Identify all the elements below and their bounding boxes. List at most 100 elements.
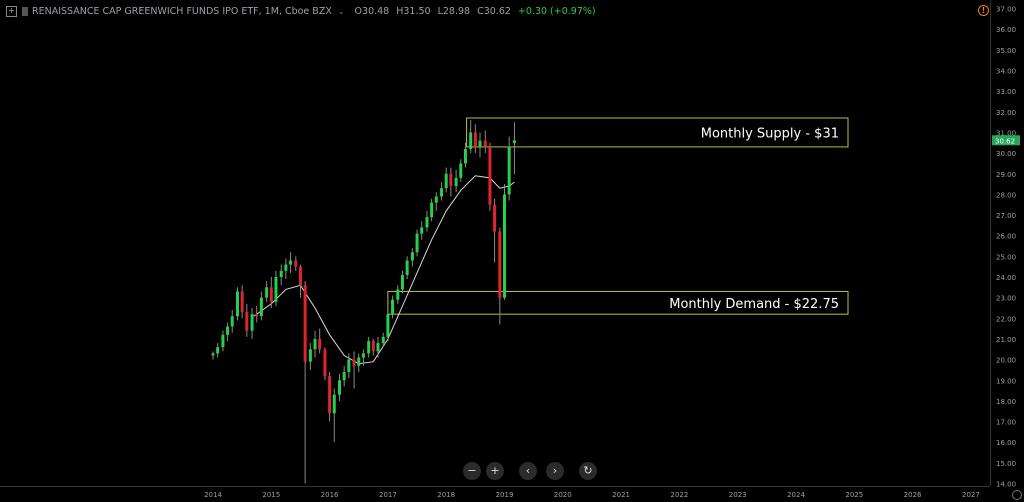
chart-header: + RENAISSANCE CAP GREENWICH FUNDS IPO ET… bbox=[6, 3, 596, 19]
candle-body bbox=[230, 316, 234, 327]
y-tick-label: 18.00 bbox=[996, 398, 1016, 406]
low-value: L28.98 bbox=[437, 5, 471, 17]
open-value: O30.48 bbox=[354, 5, 390, 17]
y-tick-label: 31.00 bbox=[996, 129, 1016, 137]
y-tick-label: 19.00 bbox=[996, 377, 1016, 385]
zoom-out-button[interactable]: − bbox=[463, 462, 481, 480]
candle-body bbox=[274, 277, 278, 302]
candle-body bbox=[361, 353, 365, 358]
x-tick-label: 2027 bbox=[962, 491, 980, 499]
expand-icon[interactable]: + bbox=[6, 5, 17, 17]
candle-body bbox=[463, 148, 467, 164]
candle-body bbox=[284, 264, 288, 271]
candle-body bbox=[328, 376, 332, 414]
y-tick-label: 22.00 bbox=[996, 315, 1016, 323]
candle-body bbox=[488, 146, 492, 205]
chevron-down-icon[interactable]: ⌄ bbox=[337, 6, 345, 16]
candle-body bbox=[323, 349, 327, 377]
x-tick-label: 2017 bbox=[379, 491, 397, 499]
y-tick-label: 20.00 bbox=[996, 357, 1016, 365]
candle-body bbox=[250, 314, 254, 331]
candle-body bbox=[381, 336, 385, 344]
scroll-left-button[interactable]: ‹ bbox=[519, 462, 537, 480]
y-tick-label: 14.00 bbox=[996, 481, 1016, 489]
y-tick-label: 29.00 bbox=[996, 171, 1016, 179]
x-tick-label: 2018 bbox=[437, 491, 455, 499]
candle-body bbox=[298, 266, 302, 286]
y-tick-label: 15.00 bbox=[996, 460, 1016, 468]
candle-body bbox=[420, 227, 424, 234]
y-tick-label: 36.00 bbox=[996, 26, 1016, 34]
x-tick-label: 2021 bbox=[612, 491, 630, 499]
x-tick-label: 2025 bbox=[845, 491, 863, 499]
candle-body bbox=[493, 204, 497, 232]
zoom-in-button[interactable]: + bbox=[486, 462, 504, 480]
candle-body bbox=[503, 194, 506, 298]
candle-body bbox=[342, 371, 346, 381]
candle-body bbox=[507, 146, 511, 195]
y-tick-label: 33.00 bbox=[996, 88, 1016, 96]
candle-body bbox=[279, 270, 283, 277]
candle-body bbox=[449, 173, 453, 187]
x-tick-label: 2016 bbox=[321, 491, 339, 499]
candle-body bbox=[459, 163, 463, 178]
reset-chart-button[interactable]: ↻ bbox=[579, 462, 597, 480]
y-tick-label: 17.00 bbox=[996, 419, 1016, 427]
candle-body bbox=[473, 132, 477, 147]
candle-body bbox=[396, 289, 400, 300]
supply-zone-label: Monthly Supply - $31 bbox=[701, 126, 839, 141]
candle-body bbox=[352, 359, 356, 366]
y-tick-label: 23.00 bbox=[996, 295, 1016, 303]
alert-icon[interactable]: ! bbox=[978, 5, 989, 16]
candle-body bbox=[430, 202, 434, 218]
y-tick-label: 28.00 bbox=[996, 191, 1016, 199]
candle-body bbox=[269, 287, 273, 302]
moving-average-line bbox=[253, 175, 515, 365]
candle-body bbox=[498, 231, 502, 298]
candle-body bbox=[512, 140, 516, 144]
demand-zone-label: Monthly Demand - $22.75 bbox=[669, 297, 839, 312]
candle-body bbox=[265, 287, 269, 298]
candle-body bbox=[308, 349, 312, 362]
candle-body bbox=[478, 140, 482, 147]
candle-body bbox=[469, 132, 473, 149]
x-tick-label: 2026 bbox=[904, 491, 922, 499]
candle-body bbox=[226, 326, 230, 335]
candle-body bbox=[294, 260, 298, 267]
y-tick-label: 25.00 bbox=[996, 253, 1016, 261]
candle-body bbox=[483, 140, 487, 147]
y-tick-label: 21.00 bbox=[996, 336, 1016, 344]
y-tick-label: 24.00 bbox=[996, 274, 1016, 282]
candle-body bbox=[434, 196, 438, 203]
y-tick-label: 34.00 bbox=[996, 68, 1016, 76]
y-tick-label: 16.00 bbox=[996, 439, 1016, 447]
x-tick-label: 2020 bbox=[554, 491, 572, 499]
scroll-right-button[interactable]: › bbox=[546, 462, 564, 480]
y-tick-label: 27.00 bbox=[996, 212, 1016, 220]
symbol-logo-icon bbox=[22, 6, 28, 16]
y-tick-label: 32.00 bbox=[996, 109, 1016, 117]
last-price-tag bbox=[992, 135, 1020, 146]
candle-body bbox=[400, 274, 404, 290]
candle-body bbox=[371, 341, 375, 352]
y-tick-label: 30.00 bbox=[996, 150, 1016, 158]
candle-body bbox=[410, 252, 414, 261]
candle-body bbox=[386, 314, 390, 337]
candle-body bbox=[347, 359, 351, 372]
settings-gear-icon[interactable] bbox=[1012, 490, 1022, 500]
candle-body bbox=[235, 291, 239, 317]
candle-body bbox=[425, 217, 429, 228]
y-tick-label: 26.00 bbox=[996, 233, 1016, 241]
candle-body bbox=[221, 334, 225, 348]
symbol-title[interactable]: RENAISSANCE CAP GREENWICH FUNDS IPO ETF,… bbox=[32, 5, 332, 17]
candle-body bbox=[405, 260, 409, 275]
y-tick-label: 37.00 bbox=[996, 6, 1016, 14]
last-price-label: 30.62 bbox=[995, 137, 1015, 145]
candle-body bbox=[367, 341, 371, 354]
candle-body bbox=[318, 338, 322, 350]
candle-body bbox=[259, 297, 263, 317]
change-value: +0.30 (+0.97%) bbox=[517, 5, 596, 17]
candle-body bbox=[313, 338, 317, 350]
candle-body bbox=[391, 299, 395, 315]
